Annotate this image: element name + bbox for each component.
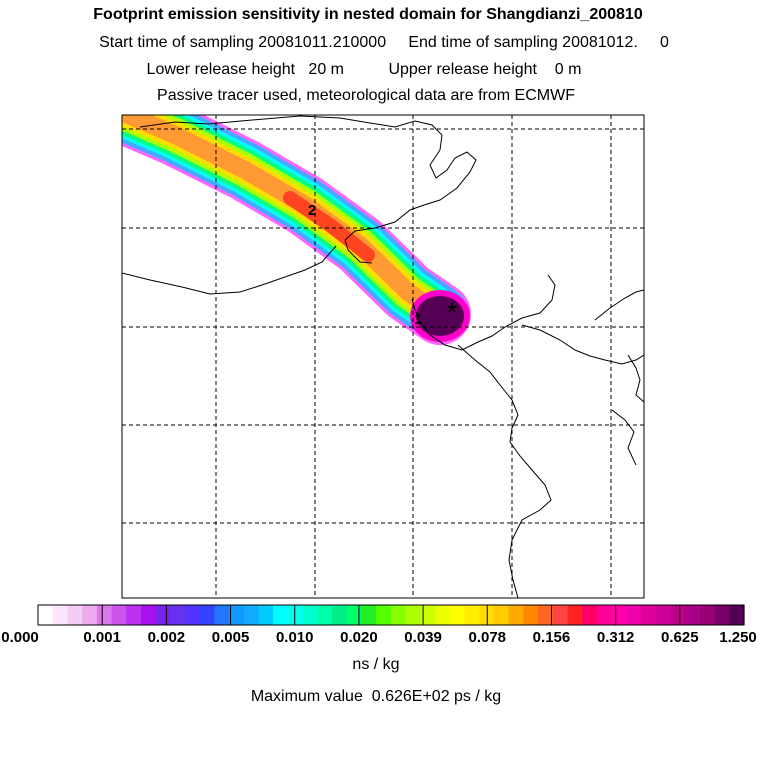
- colorbar-swatch: [611, 605, 627, 625]
- colorbar-swatch: [626, 605, 642, 625]
- colorbar-swatch: [82, 605, 98, 625]
- colorbar-tick-label: 0.039: [404, 629, 442, 646]
- cluster-label-2: 2: [308, 202, 316, 219]
- colorbar-swatch: [52, 605, 69, 625]
- colorbar-swatch: [126, 605, 142, 625]
- colorbar-swatch: [170, 605, 186, 625]
- colorbar-swatch: [317, 605, 333, 625]
- coastline-liaodong: [457, 344, 552, 598]
- map-frame: [121, 114, 645, 599]
- colorbar-swatch: [391, 605, 407, 625]
- grid-lines: [122, 115, 644, 598]
- colorbar-swatch: [199, 605, 216, 625]
- colorbar-tick-label: 0.312: [596, 629, 635, 646]
- colorbar-swatch: [596, 605, 613, 625]
- colorbar-swatch: [229, 605, 245, 625]
- coastlines: [122, 115, 644, 598]
- colorbar-swatch: [552, 605, 569, 625]
- plume-layers: [122, 115, 471, 345]
- colorbar-swatch: [582, 605, 598, 625]
- colorbar-swatch: [464, 605, 480, 625]
- colorbar-swatch: [670, 605, 686, 625]
- colorbar-tick-label: 0.001: [83, 629, 121, 646]
- colorbar-tick-label: 0.002: [147, 629, 186, 646]
- release-height-line: Lower release height 20 m Upper release …: [146, 61, 582, 78]
- colorbar-swatch: [508, 605, 524, 625]
- coastline-east: [521, 324, 644, 365]
- colorbar-swatch: [111, 605, 127, 625]
- colorbar-tick-label: 0.625: [661, 629, 699, 646]
- maximum-value-text: Maximum value 0.626E+02 ps / kg: [250, 688, 502, 705]
- colorbar-swatch: [346, 605, 363, 625]
- colorbar-swatch: [420, 605, 436, 625]
- colorbar-swatch: [243, 605, 260, 625]
- colorbar-swatch: [258, 605, 274, 625]
- colorbar: [38, 605, 745, 625]
- coastline-north: [139, 115, 477, 264]
- colorbar-swatch: [714, 605, 730, 625]
- colorbar-swatch: [567, 605, 583, 625]
- colorbar-swatch: [729, 605, 745, 625]
- colorbar-swatch: [185, 605, 201, 625]
- colorbar-swatch: [288, 605, 304, 625]
- map-area: * 1 2: [122, 115, 644, 598]
- colorbar-swatch: [361, 605, 377, 625]
- cluster-label-1: 1: [414, 311, 422, 328]
- colorbar-tick-label: 0.000: [1, 629, 39, 646]
- colorbar-swatch: [405, 605, 422, 625]
- colorbar-swatch: [685, 605, 701, 625]
- colorbar-tick-label: 0.010: [275, 629, 314, 646]
- border-inland: [122, 245, 337, 295]
- colorbar-swatch: [214, 605, 230, 625]
- colorbar-swatch: [332, 605, 348, 625]
- colorbar-swatch: [155, 605, 171, 625]
- coastline-korea: [594, 289, 644, 466]
- colorbar-swatch: [273, 605, 289, 625]
- colorbar-tick-label: 0.020: [340, 629, 378, 646]
- sampling-time-line: Start time of sampling 20081011.210000 E…: [99, 34, 669, 51]
- colorbar-swatch: [302, 605, 319, 625]
- colorbar-swatch: [655, 605, 672, 625]
- source-region-core: [416, 296, 464, 336]
- colorbar-swatch: [38, 605, 54, 625]
- colorbar-swatch: [641, 605, 657, 625]
- colorbar-tick-label: 0.156: [532, 629, 571, 646]
- station-marker: *: [447, 297, 457, 327]
- colorbar-swatch: [140, 605, 157, 625]
- chart-title: Footprint emission sensitivity in nested…: [93, 6, 643, 23]
- colorbar-frame: [37, 604, 745, 626]
- plume-core-high: [283, 191, 375, 262]
- colorbar-swatch: [538, 605, 554, 625]
- colorbar-tick-label: 0.005: [211, 629, 250, 646]
- colorbar-swatch: [67, 605, 83, 625]
- colorbar-swatch: [96, 605, 113, 625]
- colorbar-swatch: [449, 605, 466, 625]
- colorbar-swatch: [523, 605, 539, 625]
- tracer-info-line: Passive tracer used, meteorological data…: [157, 87, 575, 104]
- colorbar-unit: ns / kg: [352, 656, 400, 673]
- colorbar-swatch: [493, 605, 510, 625]
- colorbar-tick-label: 1.250: [719, 629, 757, 646]
- colorbar-swatch: [699, 605, 716, 625]
- colorbar-swatch: [376, 605, 392, 625]
- colorbar-swatch: [435, 605, 451, 625]
- colorbar-tick-label: 0.078: [468, 629, 507, 646]
- coastline-bohai: [411, 274, 556, 351]
